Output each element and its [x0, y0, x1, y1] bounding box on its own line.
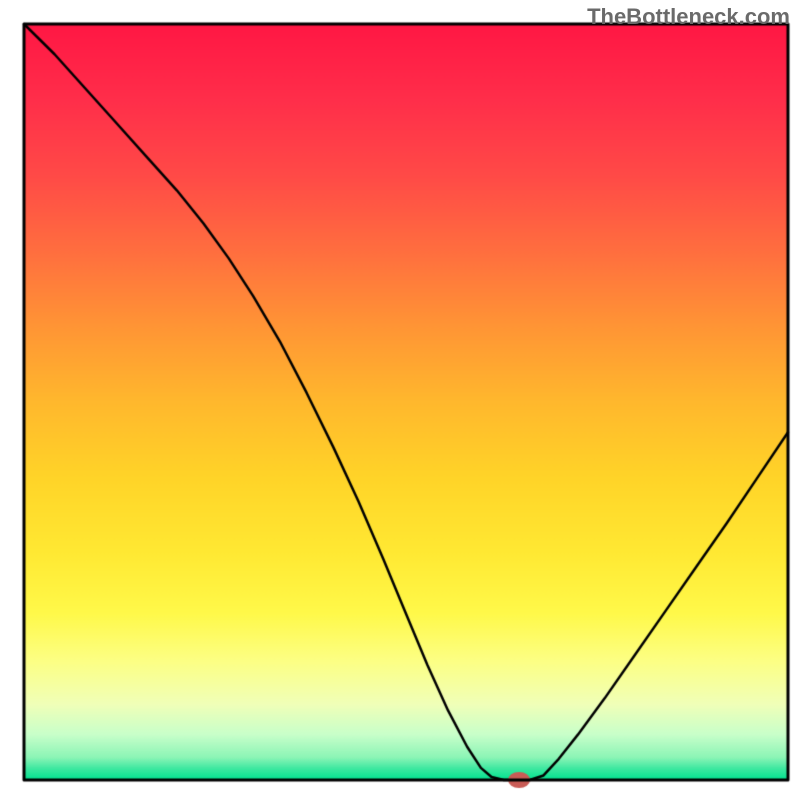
watermark-text: TheBottleneck.com — [587, 4, 790, 30]
chart-container: TheBottleneck.com — [0, 0, 800, 800]
bottleneck-curve-chart — [0, 0, 800, 800]
